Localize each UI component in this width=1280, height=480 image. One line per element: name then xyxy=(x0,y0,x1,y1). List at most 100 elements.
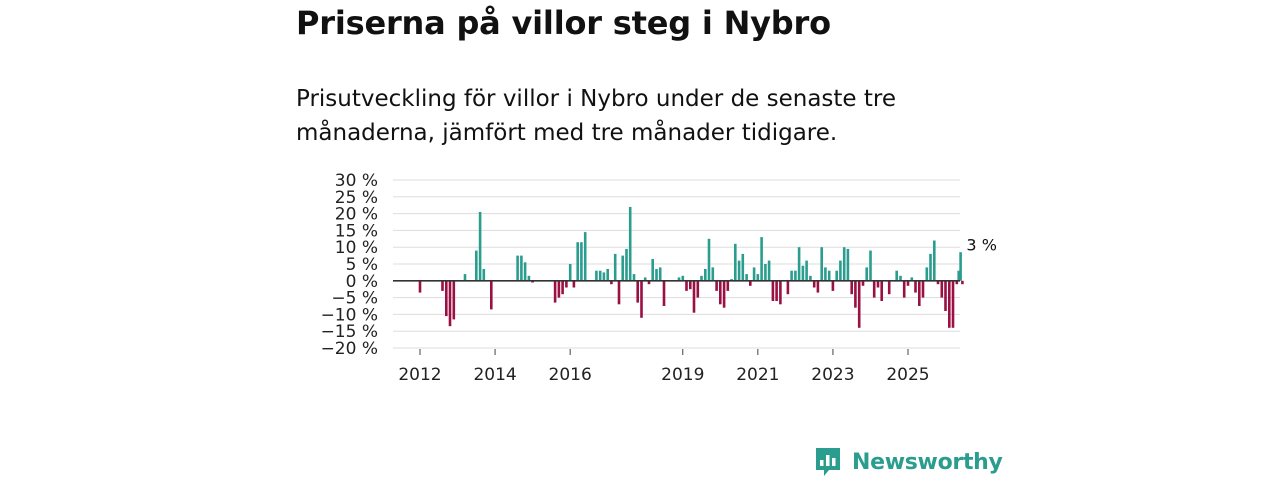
bar xyxy=(482,269,486,281)
x-tick-label: 2016 xyxy=(549,365,592,385)
bar xyxy=(933,240,936,281)
bar xyxy=(809,275,812,281)
bar xyxy=(771,280,775,301)
bar xyxy=(854,280,857,308)
gridlines xyxy=(393,179,960,349)
x-axis: 2012 2014 2016 2019 2021 2023 2025 xyxy=(398,349,930,385)
bar xyxy=(418,280,422,293)
bar xyxy=(835,270,838,281)
bar xyxy=(842,247,846,281)
newsworthy-brand[interactable]: Newsworthy xyxy=(814,444,1003,480)
bar xyxy=(490,280,493,310)
bar xyxy=(452,280,456,320)
bar xyxy=(749,280,752,286)
bar xyxy=(786,280,790,295)
bar xyxy=(561,280,564,295)
latest-value-label: 3 % xyxy=(966,236,996,255)
bar xyxy=(869,250,872,281)
bar xyxy=(711,267,715,281)
bar xyxy=(741,253,745,281)
bar xyxy=(516,255,519,281)
bar xyxy=(726,280,730,291)
bar xyxy=(951,280,955,328)
bar xyxy=(598,270,602,281)
bar xyxy=(812,280,816,288)
bar xyxy=(734,243,737,281)
y-tick-label: 15 % xyxy=(335,221,378,241)
bar xyxy=(707,238,711,281)
bar xyxy=(689,280,692,290)
bar xyxy=(827,270,831,281)
bar xyxy=(478,211,482,281)
y-tick-label: 25 % xyxy=(335,188,378,208)
bar xyxy=(865,267,868,281)
bar xyxy=(583,232,587,281)
newsworthy-logo-icon xyxy=(816,448,840,476)
bar xyxy=(816,280,820,293)
bar xyxy=(880,280,883,301)
bar xyxy=(895,270,898,281)
bar xyxy=(846,248,850,281)
x-tick-label: 2021 xyxy=(736,365,779,385)
bar xyxy=(914,280,917,293)
bar xyxy=(957,270,960,281)
bar xyxy=(805,260,808,281)
bar xyxy=(580,242,583,281)
x-tick-label: 2012 xyxy=(398,365,441,385)
bar xyxy=(767,260,771,281)
bar xyxy=(636,280,639,303)
bar xyxy=(737,260,741,281)
bar xyxy=(677,277,681,281)
bar xyxy=(531,280,534,283)
bar xyxy=(448,280,452,327)
bar xyxy=(779,280,782,305)
bar xyxy=(955,280,959,285)
bar xyxy=(910,277,914,281)
chart-subtitle: Prisutveckling för villor i Nybro under … xyxy=(296,86,897,146)
bar xyxy=(745,274,748,281)
y-tick-label: 0 % xyxy=(346,272,378,292)
bar xyxy=(602,272,606,281)
bar xyxy=(520,255,523,281)
x-tick-label: 2023 xyxy=(811,365,854,385)
y-tick-label: 20 % xyxy=(335,205,378,225)
bar xyxy=(643,277,647,281)
bar xyxy=(921,280,925,298)
bar xyxy=(662,280,666,306)
bar xyxy=(764,264,767,281)
bar xyxy=(861,280,865,286)
bar xyxy=(568,264,572,281)
bar xyxy=(850,280,853,295)
bar xyxy=(523,262,527,281)
bar xyxy=(831,280,835,291)
bar xyxy=(628,206,632,281)
bar xyxy=(572,280,576,288)
y-axis-tick-labels: 30 %25 %20 %15 %10 %5 %0 %−5 %−10 %−15 %… xyxy=(321,171,378,359)
bar xyxy=(876,280,880,288)
x-tick-label: 2014 xyxy=(473,365,516,385)
bar xyxy=(857,280,861,328)
bar xyxy=(475,250,478,281)
y-tick-label: −5 % xyxy=(331,289,378,309)
bar xyxy=(565,280,568,288)
bar xyxy=(651,259,654,281)
bar xyxy=(790,270,793,281)
bar xyxy=(801,265,805,281)
bar xyxy=(606,269,609,281)
x-tick-label: 2019 xyxy=(661,365,704,385)
y-tick-label: 30 % xyxy=(335,171,378,191)
bar xyxy=(929,253,932,281)
bar xyxy=(441,280,444,291)
bar xyxy=(794,270,797,281)
chart-title: Priserna på villor steg i Nybro xyxy=(296,4,831,42)
bar xyxy=(918,280,921,306)
bar xyxy=(625,248,628,281)
bar xyxy=(715,280,718,291)
y-tick-label: 5 % xyxy=(346,255,378,275)
bar xyxy=(722,280,726,308)
bar xyxy=(760,237,763,281)
bar xyxy=(621,255,624,281)
bar xyxy=(553,280,557,303)
bar xyxy=(685,280,688,291)
